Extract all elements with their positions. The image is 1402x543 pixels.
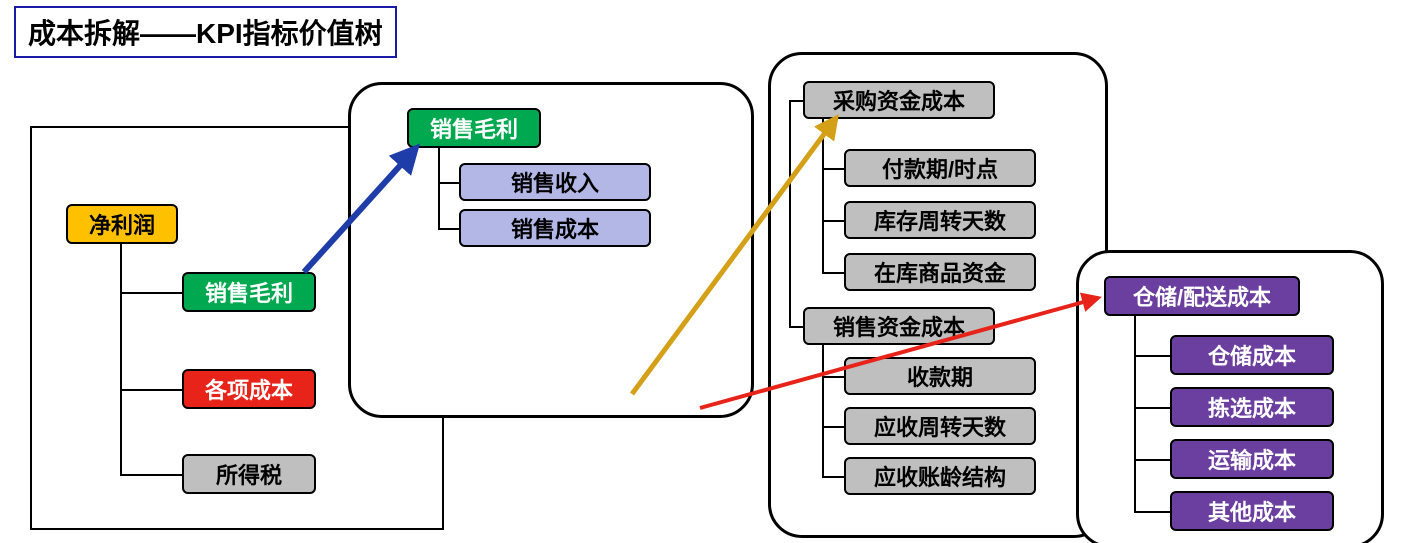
connector (822, 345, 824, 476)
diagram-stage: 成本拆解——KPI指标价值树 净利润 销售毛利 各项成本 所得税 销售毛利 销售… (0, 0, 1402, 543)
node-shipping-cost: 运输成本 (1170, 439, 1334, 479)
connector (438, 148, 440, 228)
node-stock-capital: 在库商品资金 (844, 253, 1036, 291)
connector (822, 426, 844, 428)
connector (438, 228, 459, 230)
node-costs: 各项成本 (182, 369, 316, 409)
connector (438, 182, 459, 184)
node-inventory-turnover-days: 库存周转天数 (844, 201, 1036, 239)
node-warehouse-cost: 仓储成本 (1170, 335, 1334, 375)
node-gross-margin-right: 销售毛利 (407, 108, 541, 148)
connector (120, 244, 122, 474)
connector (120, 292, 182, 294)
connector (1134, 511, 1170, 513)
node-tax: 所得税 (182, 454, 316, 494)
connector (822, 168, 844, 170)
node-sales-revenue: 销售收入 (459, 163, 651, 201)
connector (1134, 355, 1170, 357)
connector (1134, 316, 1136, 511)
connector (822, 476, 844, 478)
node-ar-aging: 应收账龄结构 (844, 457, 1036, 495)
node-payment-period: 付款期/时点 (844, 149, 1036, 187)
connector (1134, 407, 1170, 409)
node-warehouse-distribution-cost: 仓储/配送成本 (1104, 276, 1300, 316)
node-ar-turnover-days: 应收周转天数 (844, 407, 1036, 445)
connector (120, 474, 182, 476)
node-net-profit: 净利润 (66, 204, 178, 244)
connector (822, 376, 844, 378)
node-other-cost: 其他成本 (1170, 491, 1334, 531)
page-title: 成本拆解——KPI指标价值树 (14, 6, 397, 58)
node-picking-cost: 拣选成本 (1170, 387, 1334, 427)
node-sales-cost: 销售成本 (459, 209, 651, 247)
connector (789, 326, 803, 328)
node-sales-capital-cost: 销售资金成本 (803, 307, 995, 345)
node-procurement-capital-cost: 采购资金成本 (803, 81, 995, 119)
node-gross-margin-left: 销售毛利 (182, 272, 316, 312)
connector (120, 389, 182, 391)
connector (822, 220, 844, 222)
node-receivable-period: 收款期 (844, 357, 1036, 395)
connector (822, 272, 844, 274)
connector (1134, 459, 1170, 461)
connector (789, 100, 803, 102)
connector (822, 119, 824, 272)
connector (789, 100, 791, 326)
